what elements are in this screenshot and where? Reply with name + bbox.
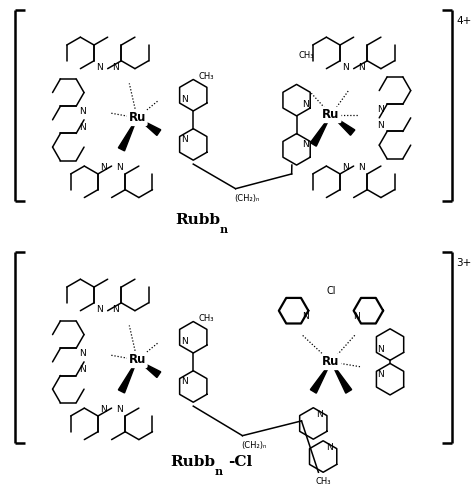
Text: CH₃: CH₃	[315, 477, 331, 486]
Text: N: N	[79, 123, 86, 132]
Text: N: N	[377, 345, 384, 354]
Text: N: N	[112, 62, 119, 72]
Polygon shape	[118, 118, 137, 151]
Text: Ru: Ru	[128, 353, 146, 366]
Text: N: N	[96, 305, 103, 314]
Text: N: N	[358, 163, 365, 172]
Text: N: N	[181, 377, 188, 386]
Text: N: N	[79, 365, 86, 374]
Text: N: N	[79, 349, 86, 359]
Text: CH₃: CH₃	[198, 314, 214, 323]
Polygon shape	[137, 360, 161, 378]
Text: N: N	[100, 405, 107, 414]
Text: N: N	[377, 370, 384, 379]
Text: Cl: Cl	[326, 286, 336, 296]
Polygon shape	[310, 362, 331, 393]
Text: Rubb: Rubb	[171, 455, 216, 469]
Text: CH₃: CH₃	[299, 51, 314, 61]
Text: -Cl: -Cl	[228, 455, 252, 469]
Text: 4+: 4+	[456, 16, 471, 25]
Text: Ru: Ru	[322, 108, 340, 122]
Polygon shape	[310, 115, 331, 146]
Text: N: N	[377, 105, 384, 115]
Text: Rubb: Rubb	[176, 213, 221, 227]
Text: N: N	[316, 409, 323, 419]
Text: N: N	[342, 62, 349, 72]
Polygon shape	[331, 115, 355, 135]
Text: N: N	[116, 405, 123, 414]
Text: n: n	[220, 224, 228, 235]
Text: N: N	[326, 443, 333, 451]
Text: N: N	[358, 62, 365, 72]
Text: Ru: Ru	[128, 111, 146, 124]
Text: N: N	[377, 121, 384, 130]
Text: (CH₂)ₙ: (CH₂)ₙ	[242, 441, 267, 450]
Text: N: N	[112, 305, 119, 314]
Polygon shape	[118, 360, 137, 393]
Text: N: N	[79, 107, 86, 117]
Text: (CH₂)ₙ: (CH₂)ₙ	[235, 194, 260, 203]
Text: N: N	[100, 163, 107, 172]
Text: 3+: 3+	[456, 258, 471, 267]
Text: N: N	[302, 101, 309, 109]
Text: n: n	[215, 466, 223, 477]
Text: N: N	[302, 312, 309, 321]
Polygon shape	[331, 362, 352, 393]
Text: N: N	[181, 135, 188, 144]
Text: N: N	[353, 312, 360, 321]
Text: N: N	[96, 62, 103, 72]
Text: CH₃: CH₃	[198, 72, 214, 81]
Text: N: N	[181, 96, 188, 104]
Text: N: N	[302, 140, 309, 149]
Text: N: N	[181, 338, 188, 346]
Text: N: N	[342, 163, 349, 172]
Text: N: N	[116, 163, 123, 172]
Polygon shape	[137, 118, 161, 136]
Text: Ru: Ru	[322, 355, 340, 368]
